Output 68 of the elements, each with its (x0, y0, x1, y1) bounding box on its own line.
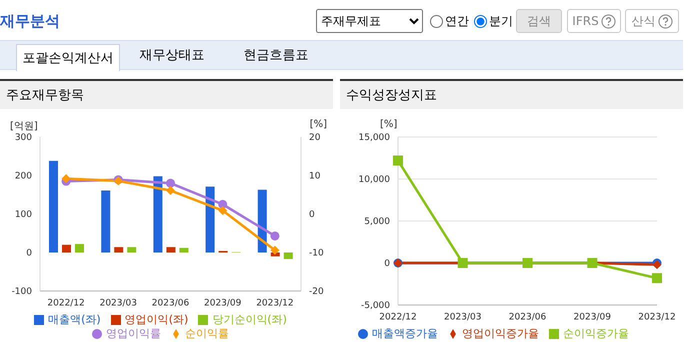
y-tick-label: 0 (26, 248, 32, 259)
x-tick-label: 2023/03 (444, 312, 482, 322)
y-tick-label: 300 (14, 133, 32, 144)
point (270, 231, 280, 240)
bar (258, 190, 267, 252)
point (270, 246, 280, 255)
x-tick-label: 2023/06 (152, 298, 190, 308)
legend-label: 영업이익률 (106, 327, 161, 340)
y-tick-label: 5,000 (364, 217, 390, 228)
bar (179, 248, 188, 252)
bar (75, 244, 84, 252)
bar (114, 247, 124, 252)
bar (166, 247, 176, 252)
legend-label: 당기순이익(좌) (212, 313, 287, 326)
point (62, 174, 71, 184)
y2-tick-label: 20 (309, 133, 321, 144)
legend-label: 영업이익(좌) (124, 313, 188, 326)
y-tick-label: 100 (14, 210, 32, 220)
bar (62, 244, 71, 252)
y-tick-label: 0 (384, 259, 390, 270)
legend-label: 매출액(좌) (48, 313, 101, 326)
y-tick-label: -100 (12, 287, 32, 298)
point (393, 156, 403, 166)
text: 산식 (625, 9, 679, 33)
point (652, 273, 662, 284)
text: 현금흐름표 (242, 47, 310, 65)
chart-title: 수익성장성지표 (340, 79, 683, 109)
text: 검색 (516, 9, 562, 33)
text: 재무분석 (0, 12, 60, 31)
legend-label: 매출액증가율 (372, 327, 438, 340)
x-tick-label: 2023/12 (256, 298, 294, 308)
point (166, 178, 175, 188)
bar (206, 186, 215, 252)
text: 재무상태표 (138, 47, 206, 65)
point (166, 186, 175, 196)
y-tick-label: 200 (14, 172, 32, 182)
bar (153, 176, 162, 252)
y2-axis-title: [%] (310, 119, 327, 130)
bar (49, 160, 58, 252)
y2-tick-label: -10 (309, 248, 324, 259)
chart-title: 주요재무항목 (0, 79, 333, 109)
legend-label: 순이익증가율 (563, 327, 629, 340)
text: IFRS (567, 9, 621, 33)
legend-label: 순이익률 (185, 327, 229, 340)
y-axis-title: [억원] (10, 120, 38, 133)
y2-tick-label: 10 (309, 172, 321, 182)
x-tick-label: 2023/03 (100, 298, 137, 308)
y-tick-label: 10,000 (358, 175, 390, 186)
x-tick-label: 2022/12 (47, 298, 85, 308)
y2-tick-label: -20 (309, 287, 324, 298)
bar (127, 247, 136, 252)
legend-label: 영업이익증가율 (462, 327, 539, 340)
y-axis-title: [%] (380, 119, 398, 130)
x-tick-label: 2023/09 (204, 298, 242, 308)
bar (101, 190, 110, 252)
text: 연간 (444, 13, 469, 30)
text: 주재무제표 (316, 9, 423, 33)
y2-tick-label: 0 (309, 210, 315, 220)
x-tick-label: 2022/12 (379, 312, 417, 322)
bar (284, 252, 293, 260)
text: 분기 (488, 13, 513, 30)
text: 포괄손익계산서 (16, 44, 120, 71)
x-tick-label: 2023/09 (574, 312, 612, 322)
x-tick-label: 2023/06 (508, 312, 546, 322)
point (218, 206, 228, 216)
x-tick-label: 2023/12 (638, 312, 676, 322)
y-tick-label: 15,000 (358, 133, 390, 144)
y-tick-label: -5,000 (360, 301, 390, 312)
